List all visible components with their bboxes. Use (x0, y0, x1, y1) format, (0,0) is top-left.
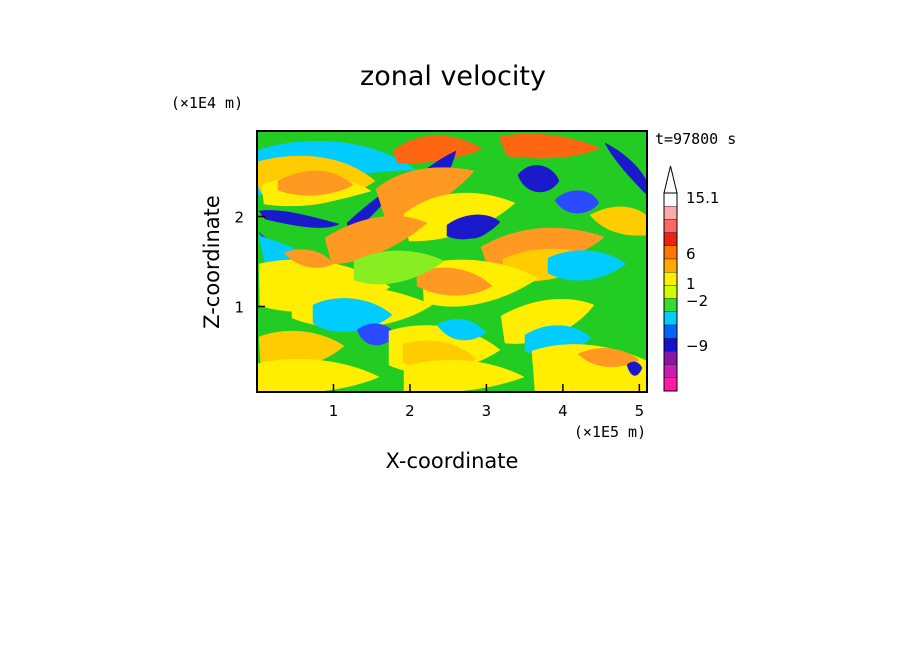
velocity-contour-region (589, 206, 647, 236)
colorbar-swatch (663, 272, 678, 286)
colorbar-swatch (663, 311, 678, 326)
colorbar-level-label: −2 (686, 292, 708, 310)
colorbar-swatch (663, 232, 678, 247)
colorbar-swatch (663, 192, 678, 207)
y-tick-label: 1 (234, 299, 244, 317)
velocity-contour-region (436, 318, 487, 341)
velocity-contour-region (498, 133, 601, 159)
velocity-contour-region (416, 267, 493, 296)
colorbar-swatch (663, 245, 678, 260)
x-unit-label: (×1E5 m) (574, 423, 646, 441)
colorbar-swatch (663, 285, 678, 299)
colorbar-level-label: 15.1 (686, 189, 719, 207)
velocity-contour-region (626, 361, 643, 376)
velocity-contour-region (604, 142, 647, 196)
colorbar-swatch (663, 351, 678, 365)
x-tick-label: 5 (635, 402, 645, 420)
x-axis: 1 2 3 4 5 (329, 384, 644, 420)
x-axis-title: X-coordinate (386, 449, 519, 473)
colorbar-swatch (663, 364, 678, 379)
velocity-contour-region (547, 250, 627, 281)
velocity-contour-region (312, 298, 393, 332)
velocity-contour-region (458, 224, 489, 239)
colorbar-swatch (663, 298, 678, 313)
heatmap-field (257, 131, 647, 392)
velocity-contour-region (277, 170, 354, 196)
y-axis: 12 (234, 209, 265, 317)
velocity-contour-region (577, 348, 640, 368)
colorbar-swatch (663, 219, 678, 233)
colorbar-level-label: 1 (686, 275, 696, 293)
x-tick-label: 2 (405, 402, 415, 420)
x-tick-label: 3 (482, 402, 492, 420)
velocity-contour-region (257, 358, 380, 392)
colorbar-top-arrow (663, 165, 678, 194)
velocity-contour-region (403, 359, 525, 392)
colorbar-frame (663, 192, 678, 392)
plot-frame (256, 130, 648, 393)
velocity-contour-region (517, 165, 560, 193)
velocity-contour-region (392, 135, 483, 164)
colorbar-swatch (663, 338, 678, 352)
velocity-contour-region (258, 210, 340, 228)
chart-title: zonal velocity (360, 61, 546, 92)
velocity-contour-region (353, 250, 445, 285)
colorbar-swatch (663, 377, 678, 392)
time-label: t=97800 s (655, 130, 736, 148)
colorbar-swatch (663, 258, 678, 273)
colorbar-level-label: 6 (686, 245, 696, 263)
y-tick-label: 2 (234, 209, 244, 227)
velocity-contour-region (403, 192, 516, 242)
y-unit-label: (×1E4 m) (171, 94, 243, 112)
colorbar-swatch (663, 205, 678, 220)
y-axis-title: Z-coordinate (200, 195, 224, 329)
x-tick-label: 4 (558, 402, 568, 420)
colorbar-level-label: −9 (686, 337, 708, 355)
colorbar-swatch (663, 324, 678, 339)
colorbar: 15.1 6 1−2 −9 (663, 165, 719, 392)
x-tick-label: 1 (329, 402, 339, 420)
heatmap-area (256, 130, 648, 393)
velocity-contour-region (554, 190, 600, 214)
